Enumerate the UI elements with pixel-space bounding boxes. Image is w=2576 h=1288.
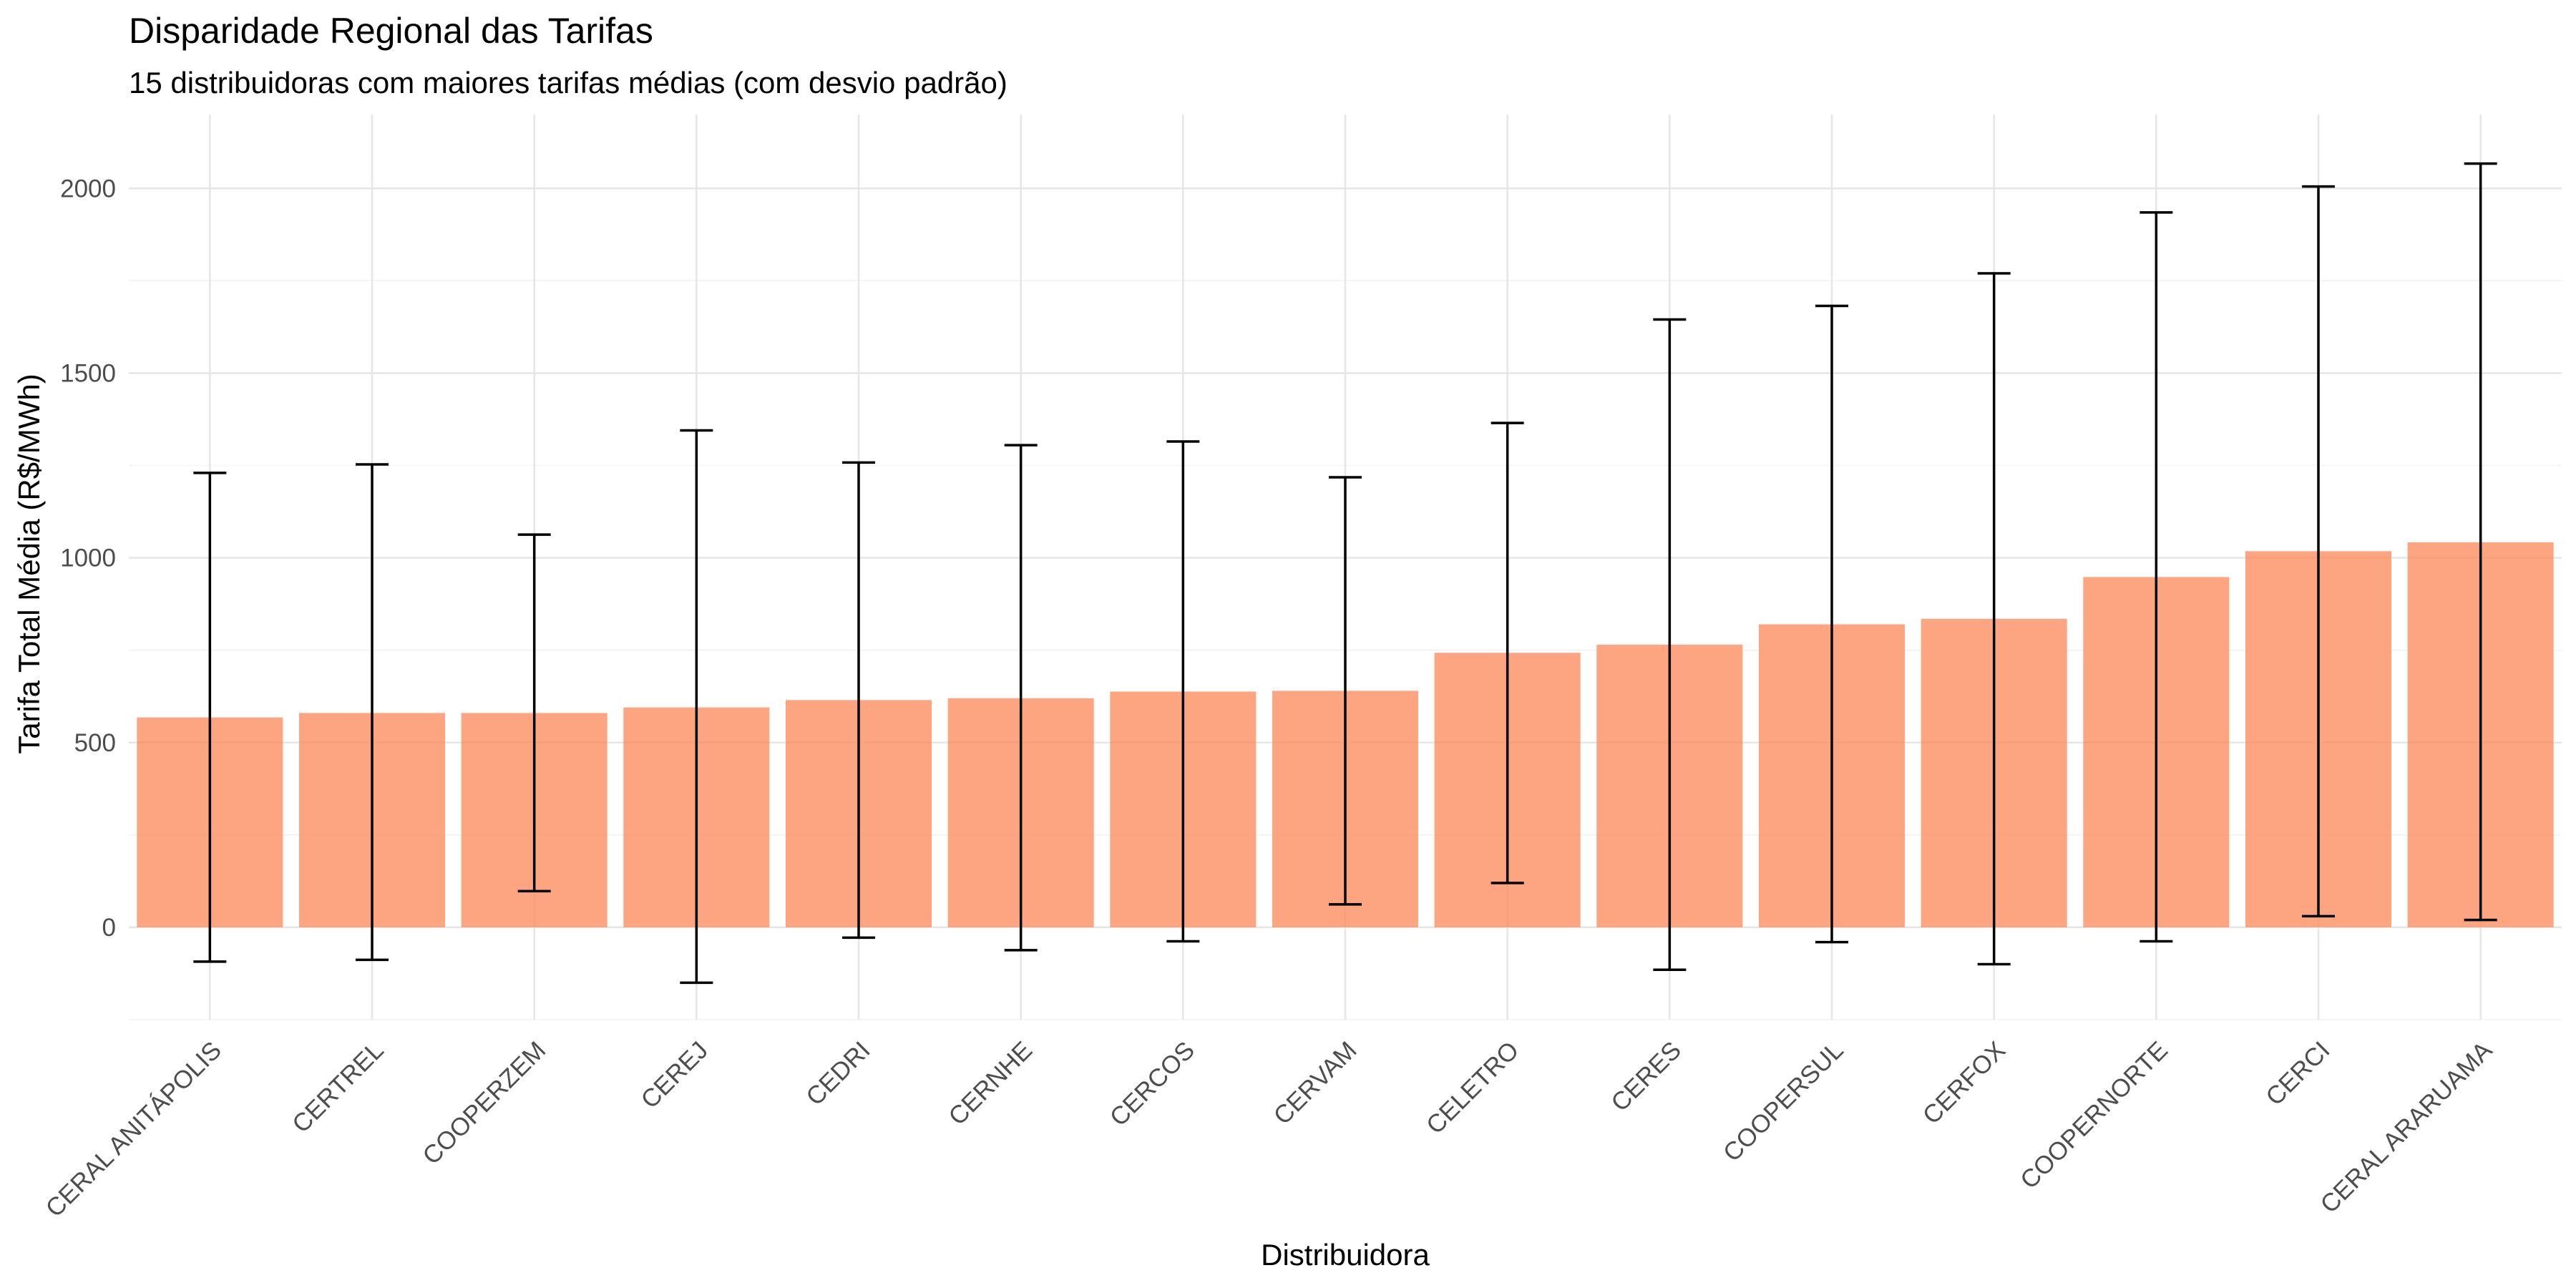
x-tick-label: CERFOX — [1918, 1036, 2011, 1130]
y-tick-label: 0 — [102, 914, 116, 942]
error-bar — [1653, 318, 1687, 972]
x-tick-label: CELETRO — [1421, 1036, 1524, 1139]
x-axis-title: Distribuidora — [1261, 1238, 1430, 1272]
error-bar — [2302, 185, 2335, 918]
y-tick-label: 1500 — [60, 359, 116, 387]
x-tick-label: CEREJ — [635, 1036, 713, 1114]
error-bar — [842, 461, 875, 940]
error-bar — [1329, 476, 1362, 906]
error-bar — [1166, 440, 1200, 943]
x-tick-label: CERAL ANITÁPOLIS — [41, 1036, 227, 1222]
error-bar — [517, 533, 551, 893]
x-tick-label: COOPERSUL — [1718, 1036, 1849, 1167]
x-tick-label: CERNHE — [943, 1036, 1038, 1131]
y-axis-tick-labels: 0 500 1000 1500 2000 — [60, 175, 116, 942]
x-tick-label: COOPERNORTE — [2015, 1036, 2173, 1194]
x-tick-label: CERES — [1606, 1036, 1687, 1117]
chart-subtitle: 15 distribuidoras com maiores tarifas mé… — [129, 66, 1008, 99]
x-tick-label: CERVAM — [1268, 1036, 1362, 1130]
error-bar — [1977, 272, 2011, 966]
x-tick-label: CERCI — [2260, 1036, 2336, 1111]
chart-title: Disparidade Regional das Tarifas — [129, 11, 653, 51]
x-tick-label: CERTREL — [287, 1036, 389, 1138]
error-bars — [193, 162, 2497, 985]
error-bar — [1491, 421, 1524, 884]
x-tick-label: CERCOS — [1105, 1036, 1200, 1131]
y-tick-label: 2000 — [60, 175, 116, 203]
x-tick-label: COOPERZEM — [417, 1036, 551, 1170]
error-bar — [193, 472, 227, 963]
x-tick-label: CEDRI — [801, 1036, 876, 1111]
error-bar — [2464, 162, 2497, 922]
error-bar — [680, 429, 713, 985]
y-tick-label: 1000 — [60, 545, 116, 572]
error-bar — [1815, 304, 1848, 944]
y-tick-label: 500 — [74, 729, 116, 757]
error-bar — [356, 463, 389, 962]
x-tick-label: CERAL ARARUAMA — [2315, 1036, 2497, 1219]
x-axis-tick-labels: CERAL ANITÁPOLIS CERTREL COOPERZEM CEREJ CED… — [41, 1036, 2498, 1223]
y-axis-title: Tarifa Total Média (R$/MWh) — [12, 374, 46, 753]
error-bar — [1004, 444, 1038, 952]
error-bar — [2140, 211, 2173, 943]
